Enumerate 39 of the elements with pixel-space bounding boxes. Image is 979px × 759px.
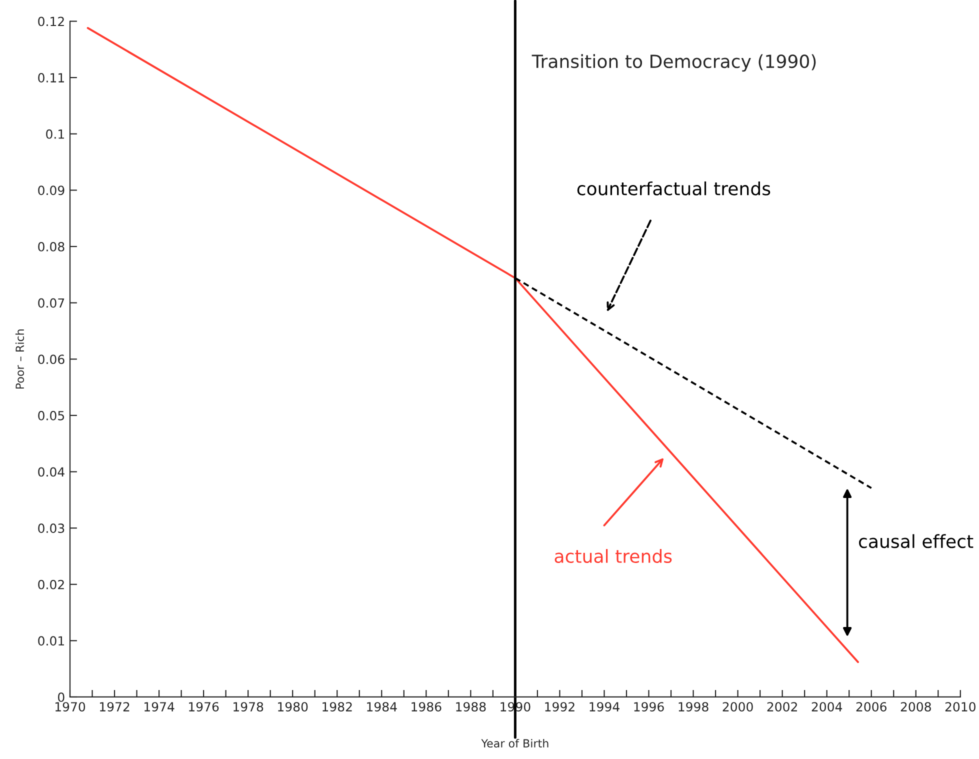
- y-tick-label: 0.03: [38, 524, 64, 533]
- x-tick-label: 1976: [189, 702, 219, 712]
- annotation: counterfactual trends: [577, 181, 770, 196]
- x-tick-label: 1982: [322, 702, 352, 712]
- x-tick-label: 1996: [634, 702, 664, 712]
- annotation: causal effect: [859, 534, 974, 548]
- y-tick-label: 0.01: [38, 636, 64, 646]
- x-tick-label: 2002: [767, 702, 797, 712]
- x-tick-label: 2004: [812, 702, 842, 712]
- x-tick-label: 2000: [722, 702, 753, 712]
- annotation: actual trends: [554, 549, 672, 564]
- ref-line-label: Transition to Democracy (1990): [532, 54, 816, 72]
- y-axis-title: Poor – Rich: [15, 330, 24, 389]
- x-tick-label: 1994: [590, 702, 620, 712]
- x-tick-label: 1974: [144, 702, 174, 712]
- y-tick-label: 0: [58, 692, 64, 702]
- y-tick-label: 0.12: [38, 16, 64, 26]
- x-tick-label: 1986: [412, 702, 442, 712]
- y-tick-label: 0.04: [38, 467, 64, 477]
- y-tick-label: 0.05: [38, 410, 64, 420]
- x-tick-label: 1980: [278, 702, 308, 712]
- y-tick-label: 0.02: [38, 580, 64, 590]
- x-tick-label: 2006: [856, 702, 886, 712]
- y-tick-label: 0.06: [38, 354, 64, 364]
- x-tick-label: 1972: [100, 702, 130, 712]
- x-tick-label: 1992: [545, 702, 574, 712]
- x-tick-label: 1988: [456, 702, 486, 712]
- x-tick-label: 2008: [900, 702, 931, 712]
- x-tick-label: 1998: [678, 702, 708, 712]
- y-tick-label: 0.08: [38, 242, 64, 252]
- x-tick-label: 2010: [945, 702, 976, 712]
- x-tick-label: 1984: [367, 702, 397, 712]
- y-tick-label: 0.09: [38, 186, 64, 196]
- x-tick-label: 1970: [55, 702, 86, 712]
- x-axis-title: Year of Birth: [481, 738, 548, 748]
- y-tick-label: 0.11: [38, 73, 64, 82]
- y-tick-label: 0.07: [38, 298, 64, 308]
- x-tick-label: 1978: [234, 702, 264, 712]
- y-tick-label: 0.1: [46, 129, 64, 139]
